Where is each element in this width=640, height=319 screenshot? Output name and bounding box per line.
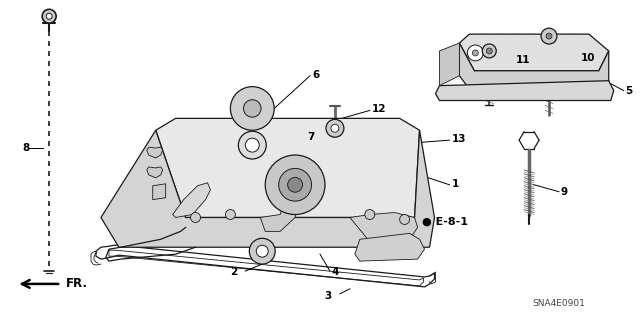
Text: 4: 4: [332, 267, 339, 277]
Circle shape: [331, 124, 339, 132]
Text: 7: 7: [307, 132, 314, 142]
Circle shape: [326, 119, 344, 137]
Circle shape: [250, 238, 275, 264]
Circle shape: [265, 155, 325, 214]
Circle shape: [467, 45, 483, 61]
Circle shape: [472, 50, 478, 56]
Circle shape: [256, 245, 268, 257]
Text: 2: 2: [230, 267, 237, 277]
Polygon shape: [435, 81, 614, 100]
Circle shape: [278, 168, 312, 201]
Circle shape: [191, 212, 200, 222]
Text: 12: 12: [372, 104, 387, 115]
Circle shape: [230, 87, 274, 130]
Circle shape: [46, 13, 52, 19]
Circle shape: [42, 9, 56, 23]
Text: 9: 9: [561, 187, 568, 197]
Circle shape: [287, 177, 303, 192]
Text: 5: 5: [626, 85, 633, 96]
Circle shape: [365, 210, 375, 219]
Circle shape: [244, 100, 261, 117]
Text: 11: 11: [516, 55, 531, 65]
Circle shape: [541, 28, 557, 44]
Text: 1: 1: [451, 179, 459, 189]
Text: FR.: FR.: [66, 278, 88, 290]
Circle shape: [486, 48, 492, 54]
Circle shape: [245, 138, 259, 152]
Circle shape: [546, 33, 552, 39]
Text: 13: 13: [451, 134, 466, 144]
Circle shape: [483, 44, 496, 58]
Polygon shape: [355, 234, 424, 261]
Polygon shape: [460, 43, 609, 96]
Polygon shape: [101, 130, 435, 247]
Polygon shape: [460, 34, 609, 71]
Polygon shape: [260, 192, 300, 231]
Polygon shape: [350, 212, 417, 241]
Text: ● E-8-1: ● E-8-1: [422, 217, 468, 226]
Polygon shape: [156, 118, 420, 218]
Polygon shape: [147, 167, 163, 178]
Text: 3: 3: [324, 291, 332, 301]
Text: 6: 6: [312, 70, 319, 80]
Polygon shape: [147, 147, 163, 158]
Circle shape: [399, 214, 410, 225]
Polygon shape: [153, 184, 166, 200]
Text: 8: 8: [22, 143, 29, 153]
Polygon shape: [96, 245, 435, 287]
Circle shape: [238, 131, 266, 159]
Polygon shape: [173, 183, 211, 218]
Circle shape: [225, 210, 236, 219]
Polygon shape: [440, 43, 460, 85]
Text: SNA4E0901: SNA4E0901: [532, 299, 586, 308]
Text: 10: 10: [581, 53, 595, 63]
